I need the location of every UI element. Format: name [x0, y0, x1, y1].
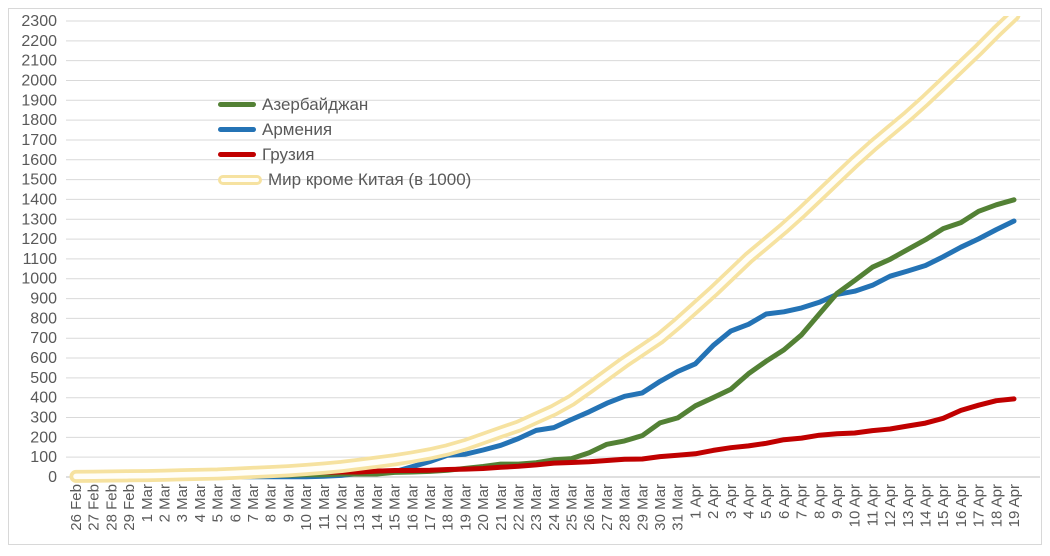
- x-tick-label: 26 Feb: [68, 484, 85, 531]
- x-tick-label: 5 Apr: [758, 484, 775, 519]
- x-tick-label: 9 Apr: [829, 484, 846, 519]
- x-tick-label: 1 Apr: [687, 484, 704, 519]
- x-tick-label: 8 Apr: [811, 484, 828, 519]
- legend-swatch-world-except-china: [218, 174, 262, 185]
- x-tick-label: 28 Feb: [103, 484, 120, 531]
- x-tick-label: 17 Apr: [971, 484, 988, 527]
- x-tick-label: 8 Mar: [263, 484, 280, 522]
- y-tick-label: 1500: [21, 172, 57, 189]
- y-tick-label: 700: [30, 330, 57, 347]
- x-tick-label: 9 Mar: [280, 484, 297, 522]
- x-tick-label: 16 Apr: [953, 484, 970, 527]
- legend-label-azerbaijan: Азербайджан: [262, 95, 369, 114]
- y-tick-label: 1300: [21, 211, 57, 228]
- x-tick-label: 13 Apr: [900, 484, 917, 527]
- x-tick-label: 10 Apr: [847, 484, 864, 527]
- x-tick-label: 26 Mar: [581, 484, 598, 531]
- x-tick-label: 19 Apr: [1006, 484, 1023, 527]
- x-tick-label: 24 Mar: [546, 484, 563, 531]
- x-tick-label: 13 Mar: [351, 484, 368, 531]
- y-tick-label: 900: [30, 291, 57, 308]
- x-tick-label: 7 Apr: [794, 484, 811, 519]
- x-tick-label: 20 Mar: [475, 484, 492, 531]
- x-tick-label: 22 Mar: [510, 484, 527, 531]
- y-tick-label: 2100: [21, 53, 57, 70]
- series-line-world-except-china: [69, 16, 1021, 483]
- x-tick-label: 5 Mar: [210, 484, 227, 522]
- x-tick-label: 4 Mar: [192, 484, 209, 522]
- x-tick-label: 11 Mar: [316, 484, 333, 530]
- y-tick-label: 1900: [21, 92, 57, 109]
- x-tick-label: 1 Mar: [139, 484, 156, 522]
- y-tick-label: 1400: [21, 191, 57, 208]
- y-tick-label: 1100: [23, 251, 58, 268]
- x-tick-label: 29 Feb: [121, 484, 138, 531]
- y-tick-label: 1000: [21, 271, 57, 288]
- x-tick-label: 6 Apr: [776, 484, 793, 519]
- legend-swatch-georgia: [218, 152, 256, 157]
- x-tick-label: 11 Apr: [864, 484, 881, 526]
- y-tick-label: 1600: [21, 152, 57, 169]
- chart-legend: Азербайджан Армения Грузия Мир кроме Кит…: [218, 92, 471, 192]
- y-tick-label: 400: [30, 390, 57, 407]
- y-tick-label: 100: [30, 449, 57, 466]
- x-tick-label: 21 Mar: [493, 484, 510, 531]
- y-tick-label: 2300: [21, 13, 57, 30]
- y-tick-label: 1200: [21, 231, 57, 248]
- y-tick-label: 0: [48, 469, 57, 486]
- x-tick-label: 15 Mar: [387, 484, 404, 531]
- x-tick-label: 4 Apr: [741, 484, 758, 519]
- x-tick-label: 29 Mar: [634, 484, 651, 531]
- x-tick-label: 7 Mar: [245, 484, 262, 522]
- y-tick-label: 1700: [21, 132, 57, 149]
- x-tick-label: 18 Mar: [440, 484, 457, 531]
- x-tick-label: 2 Apr: [705, 484, 722, 519]
- legend-item-world-except-china: Мир кроме Китая (в 1000): [218, 167, 471, 192]
- legend-item-armenia: Армения: [218, 117, 471, 142]
- x-tick-label: 17 Mar: [422, 484, 439, 531]
- x-tick-label: 30 Mar: [652, 484, 669, 531]
- x-tick-label: 15 Apr: [935, 484, 952, 527]
- x-tick-label: 2 Mar: [156, 484, 173, 522]
- x-tick-label: 31 Mar: [670, 484, 687, 531]
- x-tick-label: 10 Mar: [298, 484, 315, 531]
- y-tick-label: 600: [30, 350, 57, 367]
- legend-swatch-azerbaijan: [218, 102, 256, 107]
- x-tick-label: 14 Mar: [369, 484, 386, 531]
- y-tick-label: 800: [30, 310, 57, 327]
- legend-label-world-except-china: Мир кроме Китая (в 1000): [268, 170, 472, 189]
- x-tick-label: 27 Feb: [86, 484, 103, 531]
- x-tick-label: 6 Mar: [227, 484, 244, 522]
- legend-swatch-armenia: [218, 127, 256, 132]
- legend-item-azerbaijan: Азербайджан: [218, 92, 471, 117]
- y-tick-label: 1800: [21, 112, 57, 129]
- y-tick-label: 2000: [21, 72, 57, 89]
- y-tick-label: 500: [30, 370, 57, 387]
- x-tick-label: 3 Apr: [723, 484, 740, 519]
- x-tick-label: 19 Mar: [457, 484, 474, 531]
- x-tick-label: 16 Mar: [404, 484, 421, 531]
- x-tick-label: 23 Mar: [528, 484, 545, 531]
- x-tick-label: 28 Mar: [617, 484, 634, 531]
- x-tick-label: 25 Mar: [564, 484, 581, 531]
- chart-border: [8, 8, 1042, 545]
- legend-item-georgia: Грузия: [218, 142, 471, 167]
- x-tick-label: 14 Apr: [918, 484, 935, 527]
- y-tick-label: 300: [30, 410, 57, 427]
- legend-label-armenia: Армения: [262, 120, 333, 139]
- y-tick-label: 200: [30, 429, 57, 446]
- x-tick-label: 27 Mar: [599, 484, 616, 531]
- x-tick-label: 3 Mar: [174, 484, 191, 522]
- x-tick-label: 12 Apr: [882, 484, 899, 527]
- legend-label-georgia: Грузия: [262, 145, 315, 164]
- x-tick-label: 12 Mar: [333, 484, 350, 531]
- y-tick-label: 2200: [21, 33, 57, 50]
- x-tick-label: 18 Apr: [988, 484, 1005, 527]
- series-line-inner-world-except-china: [73, 16, 1017, 480]
